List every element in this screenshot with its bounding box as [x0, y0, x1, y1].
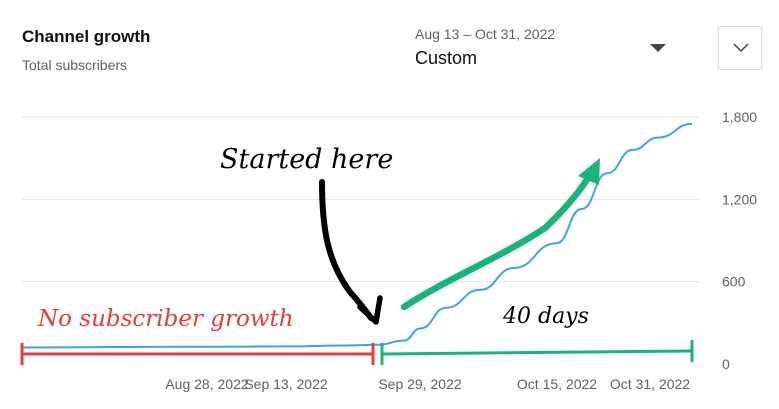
card-subtitle: Total subscribers: [22, 57, 128, 73]
no-growth-bracket: [20, 343, 375, 365]
chevron-down-icon: [733, 43, 749, 53]
card-title: Channel growth: [22, 27, 151, 46]
date-range-label[interactable]: Aug 13 – Oct 31, 2022: [415, 26, 556, 42]
period-select[interactable]: Custom: [415, 48, 478, 68]
series-line: [21, 122, 693, 349]
x-tick-label: Oct 15, 2022: [517, 376, 597, 392]
started-here-annotation: Started here: [220, 144, 393, 175]
collapse-button[interactable]: [718, 26, 762, 70]
no-growth-annotation: No subscriber growth: [37, 306, 294, 332]
forty-days-bracket: [380, 340, 694, 365]
x-tick-label: Sep 13, 2022: [244, 376, 328, 392]
y-tick-label: 1,800: [722, 109, 757, 125]
y-tick-label: 1,200: [722, 191, 757, 207]
caret-down-icon[interactable]: [650, 44, 666, 52]
x-tick-label: Sep 29, 2022: [378, 376, 462, 392]
started-arrow: [319, 179, 383, 325]
forty-days-annotation: 40 days: [502, 304, 589, 329]
x-tick-label: Oct 31, 2022: [610, 376, 690, 392]
y-tick-label: 0: [722, 356, 730, 372]
x-tick-label: Aug 28, 2022: [165, 376, 249, 392]
y-tick-label: 600: [722, 274, 746, 290]
growth-arrow: [400, 158, 600, 311]
